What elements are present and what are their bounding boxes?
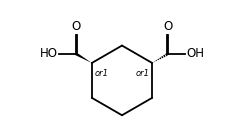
Text: O: O <box>72 21 81 34</box>
Text: or1: or1 <box>94 69 108 78</box>
Text: HO: HO <box>40 47 58 60</box>
Text: O: O <box>163 21 172 34</box>
Text: OH: OH <box>186 47 204 60</box>
Polygon shape <box>75 52 92 63</box>
Text: or1: or1 <box>136 69 150 78</box>
